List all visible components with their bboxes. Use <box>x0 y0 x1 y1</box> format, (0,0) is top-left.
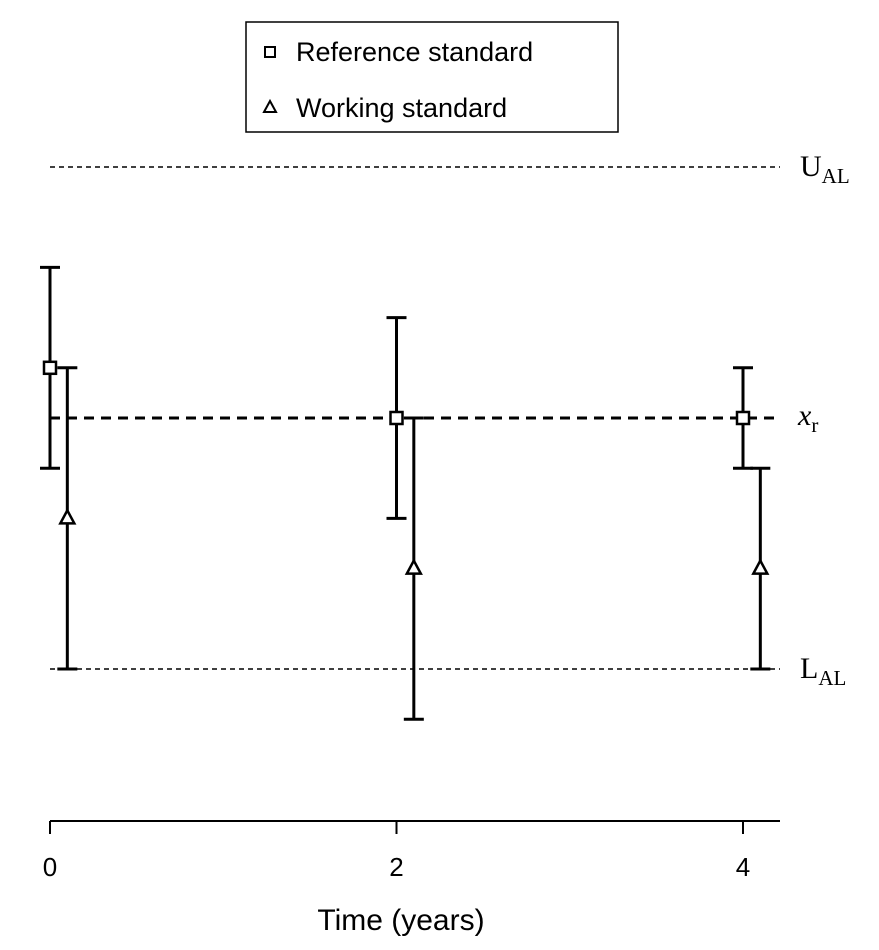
series-0-point-2-marker-square <box>735 410 751 426</box>
series-1-point-2-marker-triangle <box>751 557 770 575</box>
series-0-point-0-marker-square <box>42 360 58 376</box>
x-axis-title: Time (years) <box>317 904 484 937</box>
legend-marker-triangle <box>262 98 278 113</box>
data-marks <box>40 265 771 721</box>
ref-label-lal-sub: AL <box>818 666 846 690</box>
ref-label-xr: xr <box>797 399 818 437</box>
legend-label-reference: Reference standard <box>296 37 533 67</box>
x-tick-label-4: 4 <box>736 852 750 882</box>
series-0-point-1-marker-square <box>389 410 404 426</box>
legend-marker-square <box>264 46 276 58</box>
x-tick-label-2: 2 <box>389 852 403 882</box>
legend-label-working: Working standard <box>296 93 507 123</box>
series-1-point-1-marker-triangle <box>404 557 423 575</box>
ref-label-ual-sub: AL <box>822 164 850 188</box>
ref-label-ual: UAL <box>800 150 850 188</box>
x-tick-label-0: 0 <box>43 852 57 882</box>
legend-box <box>245 21 619 133</box>
ref-label-lal: LAL <box>800 652 846 690</box>
legend: Reference standard Working standard <box>245 21 619 133</box>
ref-label-xr-sub: r <box>811 413 818 437</box>
ref-label-ual-main: U <box>800 150 822 183</box>
x-axis: 0 2 4 <box>43 820 780 882</box>
series-1-point-0-marker-triangle <box>58 507 77 525</box>
ref-label-lal-main: L <box>800 652 818 685</box>
ref-label-xr-main: x <box>797 399 812 432</box>
